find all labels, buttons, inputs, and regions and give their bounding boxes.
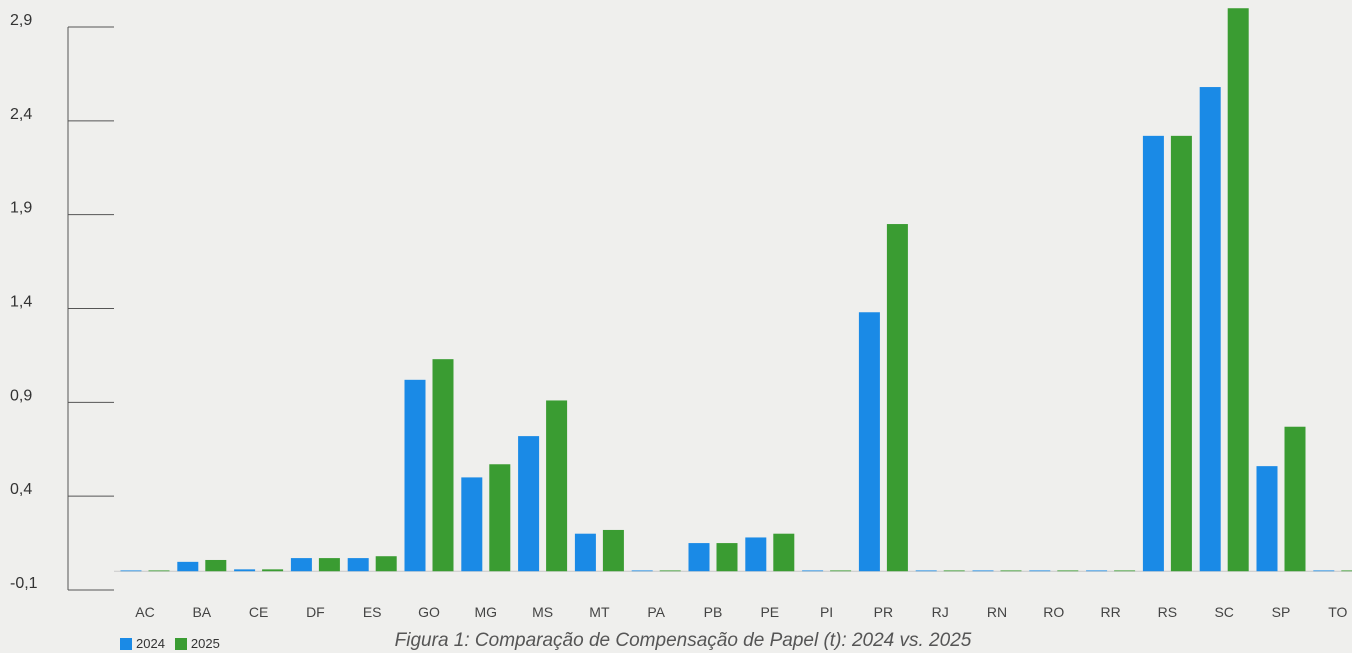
bar-pe-2025 [773,533,795,572]
x-tick-label-ba: BA [192,604,211,620]
bar-df-2024 [290,558,312,572]
x-tick-label-pi: PI [820,604,833,620]
bar-ms-2024 [518,436,540,572]
x-tick-label-ro: RO [1043,604,1064,620]
bar-pr-2025 [886,224,908,572]
x-tick-label-rn: RN [987,604,1007,620]
bar-es-2024 [347,558,369,572]
bar-go-2024 [404,379,426,572]
bar-mt-2025 [602,529,624,572]
bar-rj-2024 [915,570,937,572]
bar-ro-2024 [1029,570,1051,572]
bar-df-2025 [318,558,340,572]
x-tick-label-sc: SC [1214,604,1233,620]
x-tick-label-pa: PA [647,604,665,620]
bar-rj-2025 [943,570,965,572]
x-tick-label-pr: PR [874,604,893,620]
x-tick-label-sp: SP [1272,604,1291,620]
x-tick-label-rs: RS [1158,604,1177,620]
bar-sp-2024 [1256,466,1278,572]
bar-mt-2024 [574,533,596,572]
bar-mg-2025 [489,464,511,572]
bar-rr-2025 [1114,570,1136,572]
x-tick-label-rr: RR [1100,604,1120,620]
y-tick-label: 1,4 [10,294,32,311]
x-tick-label-rj: RJ [932,604,949,620]
bar-es-2025 [375,556,397,572]
y-tick-label: -0,1 [10,575,38,592]
x-tick-label-ce: CE [249,604,268,620]
y-tick-label: 0,9 [10,387,32,404]
bar-rr-2024 [1086,570,1108,572]
bar-mg-2024 [461,477,483,572]
bar-ac-2025 [148,570,170,572]
x-tick-label-ac: AC [135,604,154,620]
bar-pa-2024 [631,570,653,572]
bar-rs-2025 [1170,135,1192,572]
bar-ce-2024 [234,569,256,572]
legend-swatch-2025 [174,637,187,650]
bar-sp-2025 [1284,426,1306,572]
y-tick-label: 0,4 [10,481,32,498]
legend-swatch-2024 [120,637,132,650]
bar-chart: 2,9 2,4 1,9 1,4 0,9 0,4 -0,1 AC BA CE DF ES GO MG MS MT… [10,8,1352,620]
x-tick-label-ms: MS [532,604,553,620]
bar-rn-2025 [1000,570,1022,572]
bar-ce-2025 [262,569,284,572]
x-tick-label-pb: PB [704,604,723,620]
bar-ba-2024 [177,561,199,572]
figure-caption: Figura 1: Comparação de Compensação de P… [394,630,972,651]
bar-sc-2025 [1227,8,1249,572]
bar-pi-2025 [830,570,852,572]
x-tick-label-go: GO [418,604,440,620]
legend-label-2024: 2024 [136,636,165,651]
bar-pi-2024 [802,570,824,572]
bar-to-2024 [1313,570,1335,572]
bar-pb-2025 [716,543,738,572]
y-tick-label: 2,4 [10,106,32,123]
x-tick-label-df: DF [306,604,325,620]
bar-pa-2025 [659,570,681,572]
x-tick-label-es: ES [363,604,382,620]
x-tick-label-pe: PE [760,604,779,620]
bar-ac-2024 [120,570,142,572]
bar-to-2025 [1341,570,1352,572]
bar-pe-2024 [745,537,767,572]
bar-ba-2025 [205,559,227,572]
x-tick-label-mt: MT [589,604,610,620]
bar-rs-2024 [1142,135,1164,572]
x-tick-label-mg: MG [475,604,498,620]
bar-sc-2024 [1199,87,1221,572]
x-tick-label-to: TO [1328,604,1347,620]
bar-ro-2025 [1057,570,1079,572]
bar-rn-2024 [972,570,994,572]
legend-item-2024: 2024 [120,636,165,651]
legend-item-2025: 2025 [174,636,220,651]
bar-ms-2025 [546,400,568,572]
bar-pb-2024 [688,543,710,572]
legend-label-2025: 2025 [190,636,220,651]
y-tick-label: 2,9 [10,12,32,29]
legend: 2024 2025 [120,636,224,651]
bar-pr-2024 [858,312,880,572]
y-tick-label: 1,9 [10,200,32,217]
bar-go-2025 [432,359,454,572]
